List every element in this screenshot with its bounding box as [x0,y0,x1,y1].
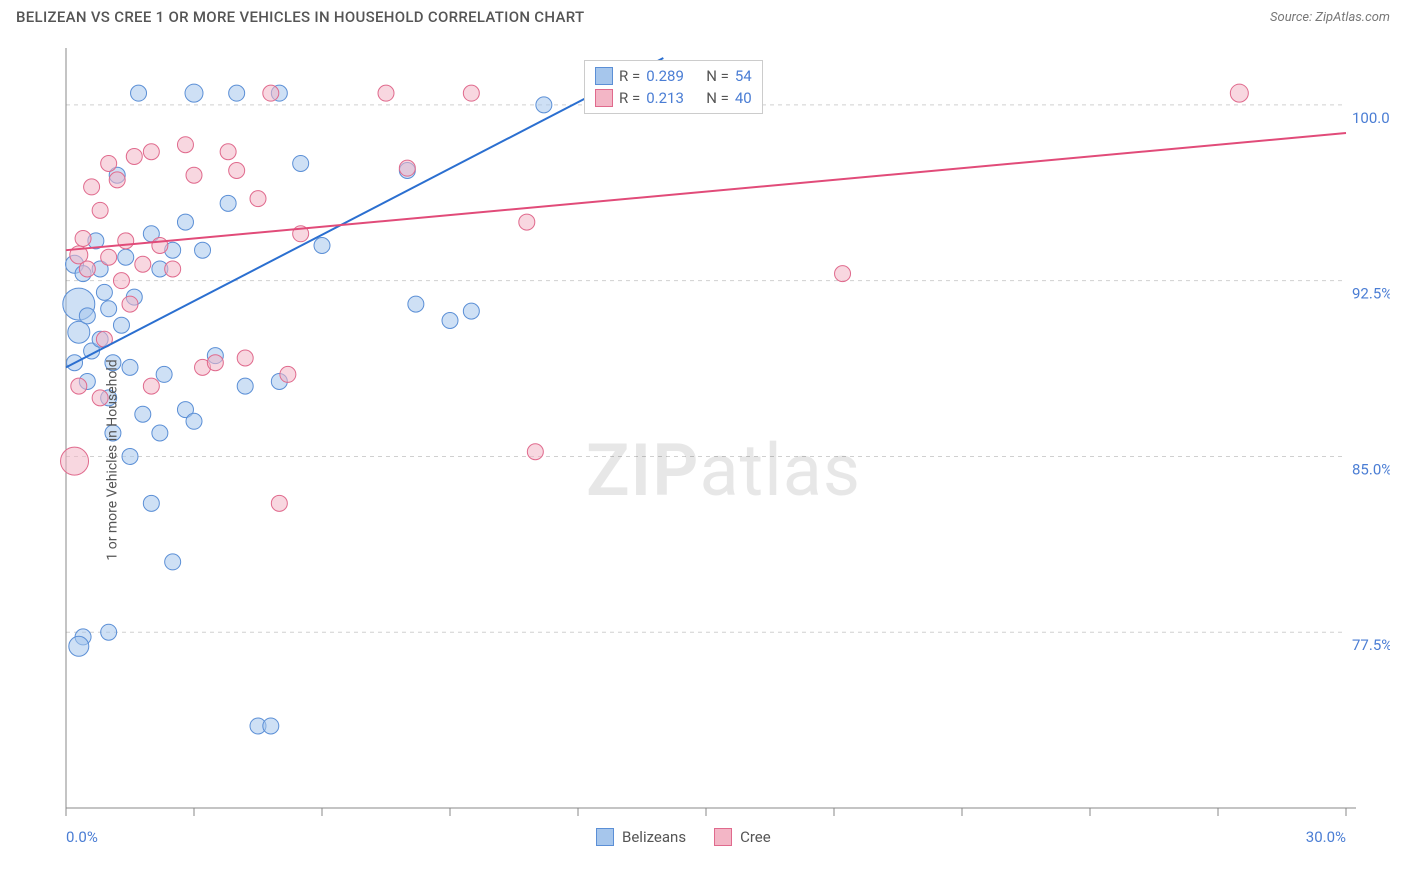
data-point [122,448,138,464]
data-point [109,172,125,188]
data-point [237,378,253,394]
data-point [101,301,117,317]
data-point [118,233,134,249]
chart-source: Source: ZipAtlas.com [1270,10,1390,25]
chart-header: BELIZEAN VS CREE 1 OR MORE VEHICLES IN H… [0,0,1406,30]
svg-text:77.5%: 77.5% [1352,636,1390,654]
legend-swatch [595,67,613,85]
chart-area: 1 or more Vehicles in Household 77.5% 85.… [16,38,1390,882]
data-point [165,261,181,277]
data-point [156,366,172,382]
svg-text:85.0%: 85.0% [1352,460,1390,478]
n-value: 54 [735,67,752,85]
data-point [280,366,296,382]
data-point [152,425,168,441]
data-point [79,308,95,324]
data-point [165,554,181,570]
legend-item: Cree [714,828,771,846]
data-point [408,296,424,312]
data-point [135,406,151,422]
data-point [263,718,279,734]
r-label: R = [619,89,640,107]
data-point [835,266,851,282]
data-point [229,163,245,179]
data-point [135,256,151,272]
data-point [84,179,100,195]
r-value: 0.213 [646,89,700,107]
data-point [177,214,193,230]
data-point [237,350,253,366]
data-point [463,85,479,101]
data-point [101,624,117,640]
data-point [1230,84,1248,102]
data-point [79,261,95,277]
legend-swatch [714,828,732,846]
y-axis-label: 1 or more Vehicles in Household [105,359,121,560]
svg-text:100.0%: 100.0% [1352,109,1390,127]
data-point [71,378,87,394]
data-point [293,155,309,171]
legend-swatch [596,828,614,846]
data-point [113,273,129,289]
data-point [536,97,552,113]
data-point [143,495,159,511]
data-point [207,355,223,371]
legend-label: Belizeans [622,828,686,846]
data-point [527,444,543,460]
data-point [101,155,117,171]
chart-title: BELIZEAN VS CREE 1 OR MORE VEHICLES IN H… [16,8,584,26]
scatter-chart: 77.5% 85.0% 92.5% 100.0% 0.0% 30.0% [16,38,1390,882]
legend-label: Cree [740,828,771,846]
n-label: N = [706,89,729,107]
data-point [69,636,89,656]
series-legend: Belizeans Cree [596,828,771,846]
data-point [126,148,142,164]
data-point [61,447,89,475]
data-point [195,242,211,258]
data-point [442,313,458,329]
data-point [185,84,203,102]
data-point [186,167,202,183]
data-point [378,85,394,101]
r-label: R = [619,67,640,85]
svg-text:30.0%: 30.0% [1306,828,1346,846]
data-point [271,495,287,511]
svg-text:92.5%: 92.5% [1352,285,1390,303]
r-value: 0.289 [646,67,700,85]
n-value: 40 [735,89,752,107]
data-point [75,230,91,246]
data-point [118,249,134,265]
data-point [250,191,266,207]
legend-row: R = 0.289 N = 54 [595,65,752,87]
data-point [113,317,129,333]
data-point [519,214,535,230]
legend-item: Belizeans [596,828,686,846]
correlation-legend: R = 0.289 N = 54 R = 0.213 N = 40 [584,60,763,114]
data-point [122,296,138,312]
data-point [143,144,159,160]
legend-row: R = 0.213 N = 40 [595,87,752,109]
n-label: N = [706,67,729,85]
data-point [101,249,117,265]
data-point [131,85,147,101]
data-point [92,202,108,218]
svg-text:0.0%: 0.0% [66,828,98,846]
data-point [229,85,245,101]
data-point [122,359,138,375]
data-point [186,413,202,429]
data-point [143,378,159,394]
data-point [68,321,90,343]
legend-swatch [595,89,613,107]
data-point [220,144,236,160]
data-point [399,160,415,176]
data-point [263,85,279,101]
data-point [463,303,479,319]
data-point [220,195,236,211]
data-point [177,137,193,153]
data-point [314,238,330,254]
data-point [152,238,168,254]
data-point [96,284,112,300]
